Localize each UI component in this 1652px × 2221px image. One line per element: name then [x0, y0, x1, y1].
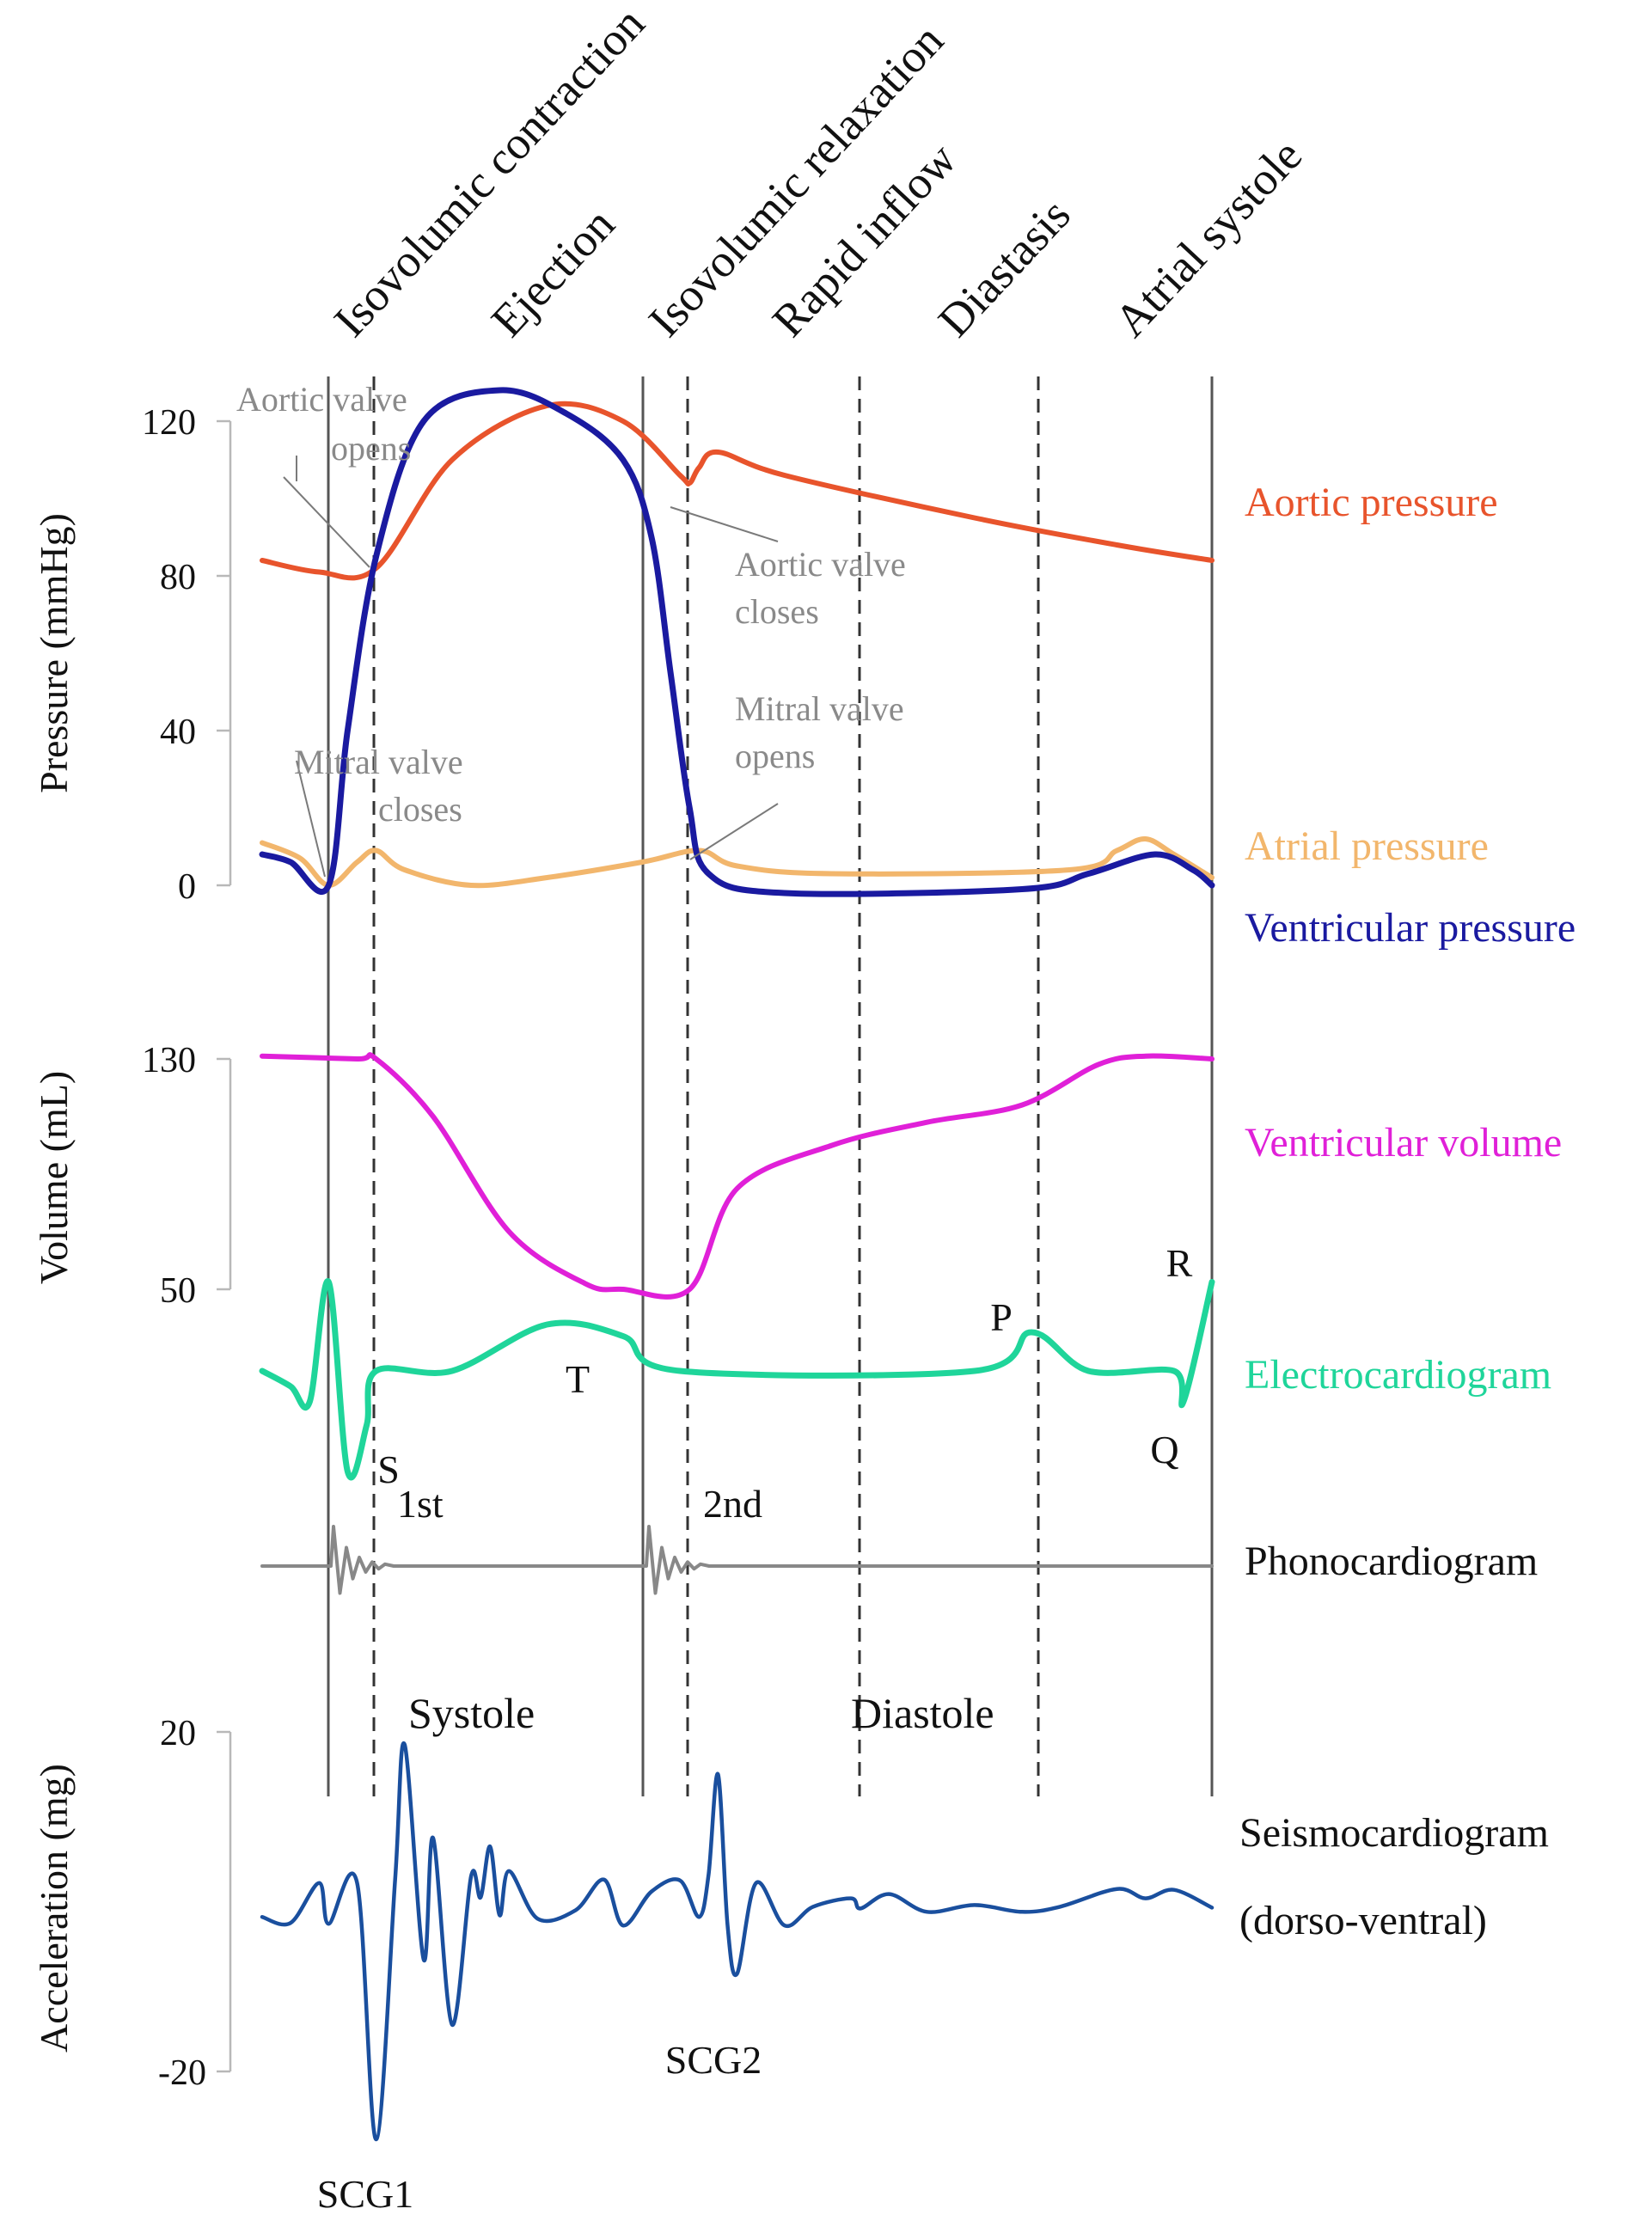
- traces: [259, 387, 1215, 2142]
- aortic-valve-closes-line2: closes: [735, 592, 819, 631]
- heart-sound-labels: 1st 2nd: [397, 1482, 762, 1526]
- pressure-tick-120: 120: [142, 403, 196, 443]
- ecg-label-q: Q: [1150, 1428, 1178, 1471]
- electrocardiogram-label: Electrocardiogram: [1245, 1352, 1551, 1398]
- pressure-tick-0: 0: [178, 867, 196, 907]
- ventricular-volume-label: Ventricular volume: [1245, 1120, 1562, 1166]
- phase-isovolumic-contraction: Isovolumic contraction: [324, 0, 654, 346]
- ecg-label-r: R: [1166, 1241, 1193, 1285]
- volume-axis: 130 50 Volume (mL): [32, 1041, 232, 1311]
- phonocardiogram-label: Phonocardiogram: [1245, 1539, 1538, 1584]
- atrial-pressure-label: Atrial pressure: [1245, 823, 1489, 869]
- seismocardiogram-line: [260, 1741, 1215, 2142]
- series-legend: Aortic pressure Atrial pressure Ventricu…: [1239, 480, 1576, 1943]
- pressure-axis: 120 80 40 0 Pressure (mmHg): [32, 403, 232, 907]
- phonocardiogram-line: [260, 1525, 1214, 1595]
- mitral-valve-opens-line2: opens: [735, 737, 815, 775]
- ventricular-pressure-label: Ventricular pressure: [1245, 905, 1576, 951]
- scg1-label: SCG1: [317, 2172, 413, 2216]
- ecg-label-p: P: [990, 1295, 1013, 1339]
- ecg-label-s: S: [377, 1447, 400, 1491]
- scg2-label: SCG2: [665, 2038, 762, 2082]
- mitral-valve-opens-line1: Mitral valve: [735, 689, 904, 728]
- acceleration-tick-20: 20: [160, 1714, 196, 1753]
- phase-ejection: Ejection: [481, 199, 625, 347]
- cycle-regions: Systole Diastole: [408, 1689, 994, 1737]
- acceleration-axis-title: Acceleration (mg): [32, 1764, 76, 2053]
- aortic-valve-opens-line1: Aortic valve: [236, 380, 407, 419]
- aortic-valve-closes-line1: Aortic valve: [735, 545, 906, 584]
- ventricular-volume-line: [260, 1052, 1215, 1300]
- volume-tick-50: 50: [160, 1271, 196, 1311]
- systole-label: Systole: [408, 1689, 535, 1737]
- valve-leaders: [283, 456, 779, 878]
- acceleration-tick-minus-20: -20: [158, 2053, 206, 2093]
- mitral-closes-leader: [296, 760, 326, 878]
- phase-separators: [327, 376, 1214, 1796]
- acceleration-axis: 20 -20 Acceleration (mg): [32, 1714, 232, 2093]
- ecg-wave-labels: P Q R S T: [377, 1241, 1192, 1491]
- first-heart-sound-label: 1st: [397, 1482, 444, 1526]
- aortic-opens-leader-diag: [283, 476, 370, 568]
- seismocardiogram-sublabel: (dorso-ventral): [1239, 1898, 1487, 1943]
- volume-tick-130: 130: [142, 1041, 196, 1080]
- seismocardiogram-label: Seismocardiogram: [1239, 1810, 1549, 1856]
- phase-atrial-systole: Atrial systole: [1104, 130, 1312, 347]
- diastole-label: Diastole: [851, 1689, 994, 1737]
- volume-axis-title: Volume (mL): [32, 1071, 76, 1284]
- pressure-tick-80: 80: [160, 558, 196, 597]
- pressure-tick-40: 40: [160, 713, 196, 752]
- aortic-pressure-label: Aortic pressure: [1245, 480, 1498, 525]
- mitral-opens-leader: [689, 803, 779, 860]
- aortic-valve-opens-line2: opens: [331, 429, 411, 468]
- phase-diastasis: Diastasis: [928, 189, 1080, 347]
- pressure-axis-title: Pressure (mmHg): [32, 513, 76, 793]
- ecg-label-t: T: [566, 1357, 590, 1401]
- scg-event-labels: SCG1 SCG2: [317, 2038, 762, 2216]
- mitral-valve-closes-line1: Mitral valve: [294, 743, 463, 781]
- mitral-valve-closes-line2: closes: [378, 790, 462, 829]
- second-heart-sound-label: 2nd: [703, 1482, 762, 1526]
- atrial-pressure-line: [260, 835, 1215, 889]
- aortic-pressure-line: [260, 401, 1215, 581]
- electrocardiogram-line: [259, 1278, 1215, 1481]
- valve-annotations: Aortic valve opens Aortic valve closes M…: [236, 380, 906, 829]
- aortic-closes-leader: [670, 506, 779, 542]
- ventricular-pressure-line: [259, 387, 1215, 897]
- phase-headers: Isovolumic contraction Ejection Isovolum…: [324, 0, 1312, 346]
